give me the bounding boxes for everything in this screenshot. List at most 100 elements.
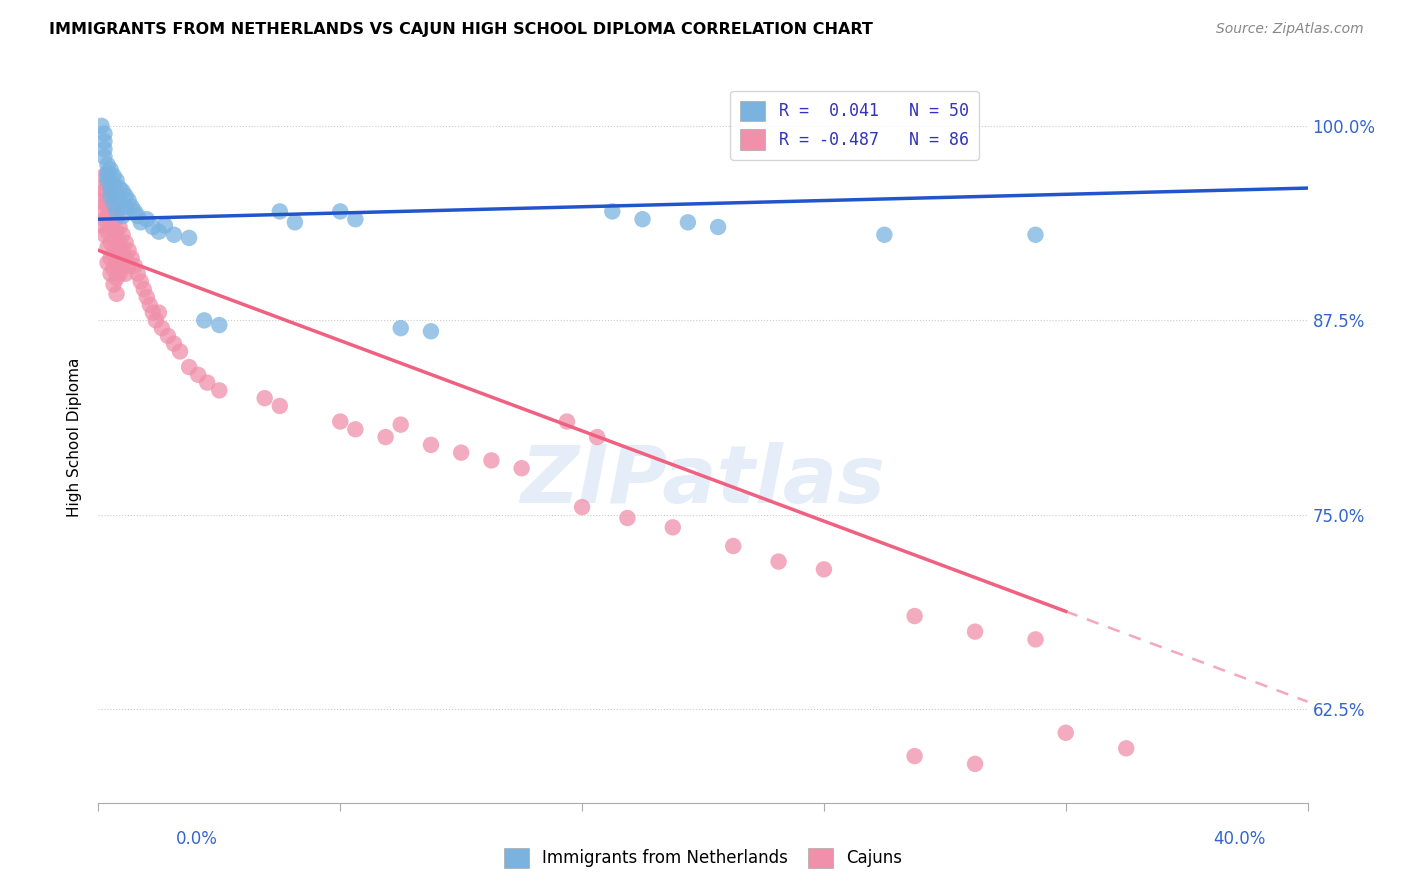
Point bbox=[108, 267, 131, 281]
Point bbox=[100, 162, 122, 177]
Point bbox=[150, 321, 173, 335]
Point bbox=[142, 305, 165, 319]
Point bbox=[105, 204, 128, 219]
Point bbox=[103, 231, 125, 245]
Point bbox=[103, 184, 125, 198]
Point bbox=[135, 290, 157, 304]
Text: Source: ZipAtlas.com: Source: ZipAtlas.com bbox=[1216, 22, 1364, 37]
Point bbox=[93, 227, 115, 242]
Point bbox=[420, 324, 443, 338]
Point bbox=[111, 244, 134, 258]
Point bbox=[156, 329, 179, 343]
Point bbox=[100, 189, 122, 203]
Point bbox=[100, 181, 122, 195]
Point bbox=[96, 173, 118, 187]
Point bbox=[510, 461, 533, 475]
Point bbox=[661, 520, 683, 534]
Point bbox=[163, 227, 186, 242]
Point bbox=[93, 184, 115, 198]
Point bbox=[1054, 725, 1077, 739]
Point bbox=[768, 555, 790, 569]
Point bbox=[108, 251, 131, 265]
Point bbox=[187, 368, 209, 382]
Point bbox=[100, 219, 122, 234]
Point bbox=[93, 142, 115, 156]
Point bbox=[103, 178, 125, 192]
Point bbox=[450, 445, 472, 459]
Point bbox=[111, 184, 134, 198]
Point bbox=[132, 282, 155, 296]
Point bbox=[100, 189, 122, 203]
Text: 0.0%: 0.0% bbox=[176, 830, 218, 847]
Point bbox=[124, 204, 146, 219]
Point bbox=[571, 500, 593, 515]
Point bbox=[965, 624, 987, 639]
Point bbox=[389, 321, 412, 335]
Point bbox=[163, 336, 186, 351]
Point bbox=[193, 313, 215, 327]
Point bbox=[96, 240, 118, 254]
Point bbox=[139, 298, 162, 312]
Point bbox=[90, 219, 112, 233]
Point bbox=[873, 227, 896, 242]
Point bbox=[105, 173, 128, 187]
Point bbox=[284, 215, 307, 229]
Point bbox=[90, 194, 112, 208]
Point bbox=[90, 181, 112, 195]
Point bbox=[108, 235, 131, 250]
Point bbox=[723, 539, 745, 553]
Point bbox=[602, 204, 624, 219]
Point bbox=[707, 219, 730, 234]
Point bbox=[96, 178, 118, 192]
Point bbox=[111, 259, 134, 273]
Point bbox=[100, 235, 122, 250]
Point bbox=[96, 256, 118, 270]
Point bbox=[153, 219, 176, 233]
Point bbox=[103, 169, 125, 183]
Point bbox=[114, 251, 136, 265]
Point bbox=[145, 313, 167, 327]
Point bbox=[105, 225, 128, 239]
Point bbox=[96, 225, 118, 239]
Point bbox=[555, 415, 578, 429]
Point bbox=[142, 219, 165, 234]
Point bbox=[904, 609, 927, 624]
Point bbox=[103, 277, 125, 292]
Point bbox=[1115, 741, 1137, 756]
Point bbox=[103, 262, 125, 277]
Point bbox=[965, 756, 987, 771]
Text: IMMIGRANTS FROM NETHERLANDS VS CAJUN HIGH SCHOOL DIPLOMA CORRELATION CHART: IMMIGRANTS FROM NETHERLANDS VS CAJUN HIG… bbox=[49, 22, 873, 37]
Point bbox=[100, 267, 122, 281]
Point bbox=[100, 204, 122, 219]
Point bbox=[105, 240, 128, 254]
Point bbox=[105, 209, 128, 223]
Point bbox=[195, 376, 218, 390]
Point bbox=[420, 438, 443, 452]
Point bbox=[105, 256, 128, 270]
Point bbox=[208, 384, 231, 398]
Point bbox=[179, 359, 201, 374]
Point bbox=[111, 209, 134, 223]
Point bbox=[93, 150, 115, 164]
Point bbox=[118, 259, 141, 273]
Point bbox=[586, 430, 609, 444]
Point bbox=[676, 215, 699, 229]
Point bbox=[148, 225, 170, 239]
Point bbox=[616, 511, 638, 525]
Point bbox=[105, 271, 128, 285]
Point bbox=[631, 212, 654, 227]
Point bbox=[1024, 632, 1046, 647]
Point bbox=[96, 165, 118, 179]
Point bbox=[90, 119, 112, 133]
Point bbox=[93, 196, 115, 211]
Point bbox=[103, 246, 125, 260]
Legend: Immigrants from Netherlands, Cajuns: Immigrants from Netherlands, Cajuns bbox=[498, 841, 908, 875]
Point bbox=[124, 259, 146, 273]
Point bbox=[103, 200, 125, 214]
Legend: R =  0.041   N = 50, R = -0.487   N = 86: R = 0.041 N = 50, R = -0.487 N = 86 bbox=[731, 91, 979, 160]
Point bbox=[105, 286, 128, 301]
Point bbox=[108, 194, 131, 208]
Point bbox=[129, 215, 152, 229]
Point bbox=[253, 391, 276, 405]
Point bbox=[389, 417, 412, 432]
